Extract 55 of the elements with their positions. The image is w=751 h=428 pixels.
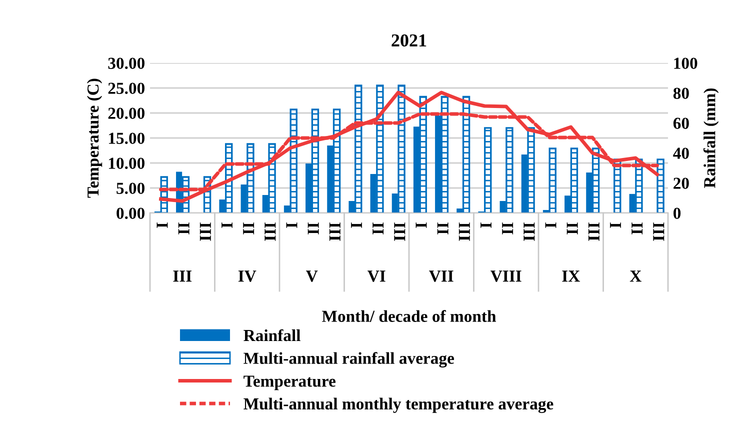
y2-tick-label: 40 — [673, 148, 689, 159]
legend-label: Multi-annual rainfall average — [244, 352, 454, 368]
x-tick-label: I — [610, 222, 621, 228]
legend-label: Multi-annual monthly temperature average — [244, 398, 554, 413]
bar — [656, 158, 664, 213]
y-tick-label: 15.00 — [108, 132, 145, 144]
y-tick-label: 20.00 — [108, 108, 145, 120]
x-tick-label: III — [524, 222, 535, 241]
y2-tick-label: 60 — [673, 118, 689, 129]
text: IV — [238, 270, 256, 282]
legend-label: Temperature — [244, 376, 336, 390]
x-tick-label: III — [394, 222, 406, 241]
text: IX — [562, 270, 580, 282]
legend-label: Rainfall — [244, 329, 300, 342]
x-tick-label: III — [653, 222, 664, 241]
y-axis-title: Temperature (C) — [86, 78, 102, 198]
x-tick-label: III — [329, 222, 340, 241]
y-tick-label: 10.00 — [108, 158, 145, 170]
text: VI — [368, 270, 386, 282]
y2-tick-label: 80 — [673, 88, 689, 99]
x-tick-label: I — [480, 222, 492, 228]
text: V — [306, 270, 318, 282]
line-series — [159, 90, 659, 203]
x-tick-label: I — [351, 222, 362, 228]
x-tick-label: II — [632, 222, 643, 234]
x-tick-label: I — [416, 222, 427, 228]
y-tick-label: 25.00 — [108, 82, 145, 94]
x-tick-label: II — [502, 222, 514, 234]
y-tick-label: 30.00 — [108, 58, 145, 70]
chart-title: 2021 — [392, 34, 426, 47]
x-tick-label: III — [588, 222, 600, 241]
y2-axis-title: Rainfall (mm) — [703, 88, 719, 188]
x-tick-label: II — [372, 222, 384, 234]
x-tick-label: I — [222, 222, 232, 228]
x-tick-label: I — [156, 222, 168, 228]
x-tick-label: II — [178, 222, 190, 234]
y2-tick-label: 20 — [674, 178, 689, 189]
x-tick-label: III — [458, 222, 470, 241]
x-tick-label: II — [308, 222, 319, 234]
y2-tick-label: 100 — [674, 58, 698, 69]
text: VIII — [490, 270, 522, 282]
y-tick-label: 0.00 — [116, 208, 145, 220]
text: X — [630, 270, 642, 282]
x-tick-label: II — [566, 222, 578, 234]
x-axis-title: Month/ decade of month — [322, 310, 496, 322]
x-tick-label: II — [437, 222, 448, 234]
x-tick-label: I — [286, 222, 298, 228]
x-tick-label: III — [200, 222, 211, 241]
y2-tick-label: 0 — [673, 208, 681, 219]
x-tick-label: II — [243, 222, 254, 234]
x-tick-label: I — [545, 222, 556, 228]
x-tick-label: III — [264, 222, 276, 241]
y-tick-label: 5.00 — [116, 182, 145, 194]
text: VII — [429, 270, 454, 282]
text: III — [173, 270, 192, 282]
